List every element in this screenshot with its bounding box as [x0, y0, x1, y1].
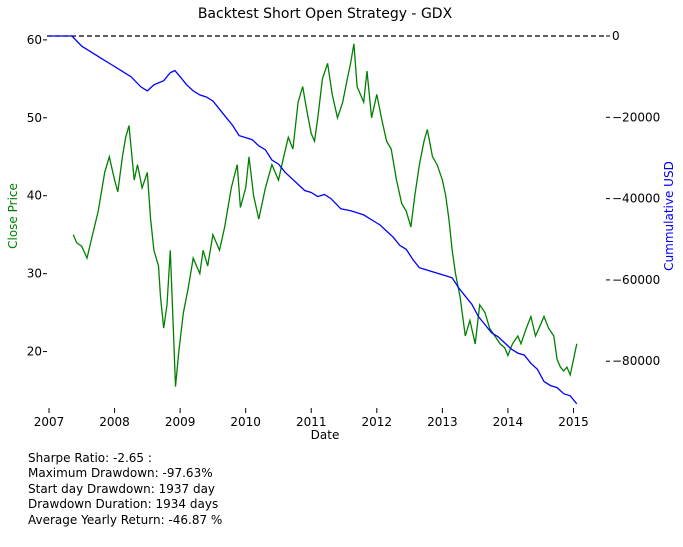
start-day-drawdown: Start day Drawdown: 1937 day	[28, 481, 216, 496]
sharpe-ratio: Sharpe Ratio: -2.65 :	[28, 451, 152, 465]
x-tick-label: 2015	[558, 415, 589, 429]
chart: Backtest Short Open Strategy - GDX 20 30 4…	[6, 6, 676, 440]
right-axis-label: Cummulative USD	[662, 161, 676, 271]
drawdown-duration: Drawdown Duration: 1934 days	[28, 497, 219, 512]
x-axis-label: Date	[311, 428, 340, 440]
left-tick-label: 60	[27, 33, 42, 47]
strategy-stats: Sharpe Ratio: -2.65 : Maximum Drawdown: …	[28, 451, 222, 528]
left-axis: 20 30 40 50 60	[27, 33, 47, 359]
average-yearly-return: Average Yearly Return: -46.87 %	[28, 512, 223, 527]
x-tick-label: 2013	[427, 415, 458, 429]
left-tick-label: 20	[27, 345, 42, 359]
right-tick-label: −40000	[612, 192, 660, 206]
left-tick-label: 50	[27, 111, 42, 125]
x-tick-label: 2011	[296, 415, 327, 429]
left-tick-label: 30	[27, 267, 42, 281]
close-price-line	[72, 43, 578, 387]
left-tick-label: 40	[27, 189, 42, 203]
left-axis-label: Close Price	[6, 183, 20, 249]
x-tick-label: 2012	[362, 415, 393, 429]
right-tick-label: −80000	[612, 354, 660, 368]
maximum-drawdown: Maximum Drawdown: -97.63%	[28, 466, 213, 481]
chart-title: Backtest Short Open Strategy - GDX	[198, 6, 453, 22]
right-axis: 0 −20000 −40000 −60000 −80000	[606, 29, 660, 368]
right-tick-label: −20000	[612, 110, 660, 124]
x-tick-label: 2010	[230, 415, 261, 429]
right-tick-label: −60000	[612, 273, 660, 287]
x-tick-label: 2009	[165, 415, 196, 429]
x-axis: 2007 2008 2009 2010 2011 2012 2013 2014 2015	[34, 408, 589, 429]
x-tick-label: 2007	[34, 415, 65, 429]
x-tick-label: 2014	[493, 415, 524, 429]
cumulative-usd-line	[49, 35, 578, 405]
right-tick-label: 0	[612, 29, 620, 43]
x-tick-label: 2008	[99, 415, 130, 429]
